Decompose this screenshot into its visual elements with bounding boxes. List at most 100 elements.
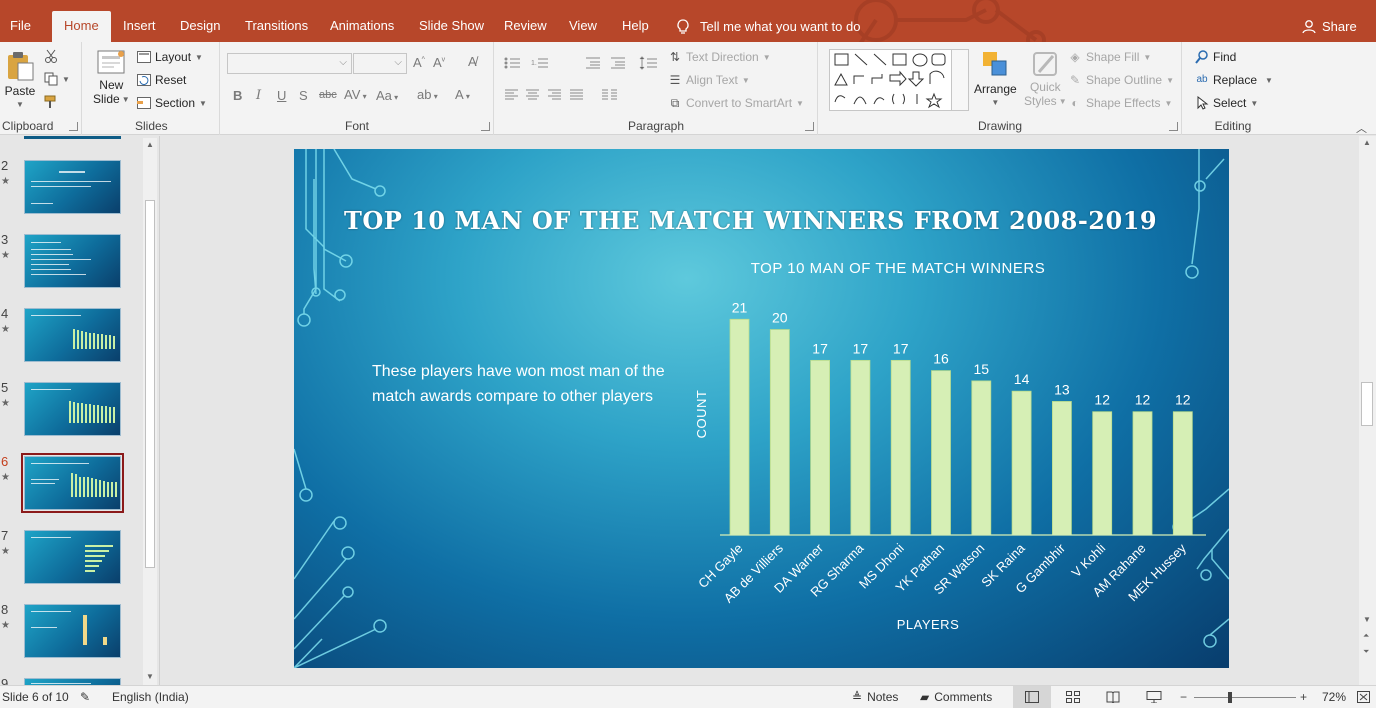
quick-styles-dropdown-icon: ▼ — [1058, 96, 1067, 106]
strikethrough-icon[interactable]: abc — [319, 89, 337, 101]
scroll-up-icon[interactable]: ▲ — [1363, 138, 1371, 147]
tab-transitions[interactable]: Transitions — [245, 18, 309, 33]
font-color-icon[interactable]: A ▾ — [455, 87, 470, 102]
tab-home[interactable]: Home — [52, 11, 111, 42]
shadow-icon[interactable]: S — [299, 88, 308, 103]
tab-animations[interactable]: Animations — [330, 18, 395, 33]
reading-view-icon[interactable] — [1106, 691, 1120, 703]
thumbnail-scrollbar-thumb[interactable] — [145, 200, 155, 568]
paragraph-dialog-launcher[interactable] — [805, 122, 814, 131]
clipboard-dialog-launcher[interactable] — [69, 122, 78, 131]
cut-icon[interactable] — [44, 49, 58, 63]
text-direction-button[interactable]: ⇅ Text Direction ▼ — [668, 50, 771, 64]
shape-effects-button[interactable]: ◐ Shape Effects ▼ — [1068, 96, 1172, 110]
slide-thumbnail-partial[interactable] — [24, 136, 121, 139]
tab-review[interactable]: Review — [504, 18, 547, 33]
select-button[interactable]: Select ▼ — [1195, 96, 1258, 110]
chart-category-label: V Kohli — [1069, 540, 1109, 580]
shape-outline-button[interactable]: ✎ Shape Outline ▼ — [1068, 73, 1174, 87]
thumbnail-scrollbar[interactable]: ▲ ▼ — [143, 138, 157, 685]
fit-to-window-icon[interactable] — [1357, 691, 1370, 703]
slide-thumbnail-5[interactable] — [24, 382, 121, 436]
slide-thumbnail-3[interactable] — [24, 234, 121, 288]
slide-thumbnail-9[interactable] — [24, 678, 121, 685]
drawing-dialog-launcher[interactable] — [1169, 122, 1178, 131]
arrange-button[interactable]: Arrange ▼ — [974, 48, 1017, 107]
next-slide-icon[interactable]: ⏷ — [1363, 647, 1370, 656]
slide-thumbnail-4[interactable] — [24, 308, 121, 362]
decrease-font-icon[interactable]: Av — [433, 55, 446, 70]
tab-design[interactable]: Design — [180, 18, 221, 33]
editor-scrollbar-thumb[interactable] — [1361, 382, 1373, 426]
replace-button[interactable]: ab Replace ▼ — [1195, 73, 1273, 87]
zoom-slider-thumb[interactable] — [1228, 692, 1232, 703]
slide-show-icon[interactable] — [1146, 691, 1162, 703]
slide-thumbnail-2[interactable] — [24, 160, 121, 214]
language-indicator[interactable]: English (India) — [112, 690, 189, 704]
tell-me-search[interactable]: Tell me what you want to do — [676, 11, 860, 42]
slide-sorter-icon[interactable] — [1066, 691, 1080, 703]
tab-file[interactable]: File — [10, 18, 31, 33]
slide-title[interactable]: Top 10 Man of the Match Winners from 200… — [344, 206, 1158, 235]
tab-slide-show[interactable]: Slide Show — [419, 18, 485, 33]
collapse-ribbon-icon[interactable]: ︿ — [1356, 123, 1367, 135]
bold-icon[interactable]: B — [233, 88, 243, 103]
find-button[interactable]: Find — [1195, 50, 1236, 64]
line-spacing-icon[interactable] — [639, 56, 659, 70]
spelling-check-icon[interactable]: ✎ — [80, 690, 91, 704]
zoom-in-icon[interactable]: + — [1300, 690, 1308, 704]
scroll-down-icon[interactable]: ▼ — [146, 672, 154, 681]
shapes-gallery[interactable] — [829, 49, 959, 111]
shape-fill-button[interactable]: ◈ Shape Fill ▼ — [1068, 50, 1151, 64]
format-painter-icon[interactable] — [44, 95, 60, 109]
align-icon[interactable] — [504, 88, 586, 102]
reset-button[interactable]: Reset — [137, 73, 186, 87]
font-dialog-launcher[interactable] — [481, 122, 490, 131]
notes-button[interactable]: ≜ Notes — [852, 690, 898, 704]
align-text-button[interactable]: ☰ Align Text ▼ — [668, 73, 750, 87]
paste-button[interactable]: Paste ▼ — [4, 50, 36, 109]
layout-button[interactable]: Layout ▼ — [137, 50, 203, 64]
chart-bar — [1092, 411, 1113, 536]
slides-group-label: Slides — [135, 119, 168, 133]
zoom-out-icon[interactable]: − — [1180, 690, 1188, 704]
shapes-gallery-scroll[interactable] — [951, 49, 969, 111]
scroll-up-icon[interactable]: ▲ — [146, 140, 154, 149]
share-button[interactable]: Share — [1302, 11, 1357, 42]
underline-icon[interactable]: U — [277, 88, 287, 103]
clear-formatting-icon[interactable]: A̸ — [468, 54, 477, 69]
convert-smartart-button[interactable]: ⧉ Convert to SmartArt ▼ — [668, 96, 804, 110]
slide-body-text[interactable]: These players have won most man of the m… — [372, 363, 665, 405]
zoom-level[interactable]: 72% — [1322, 690, 1347, 704]
indent-icon[interactable] — [581, 56, 641, 70]
columns-icon[interactable] — [601, 88, 625, 102]
font-size-combo[interactable]: ⌵ — [353, 53, 407, 74]
section-button[interactable]: Section ▼ — [137, 96, 207, 110]
tab-help[interactable]: Help — [622, 18, 649, 33]
slide-canvas[interactable]: Top 10 Man of the Match Winners from 200… — [294, 149, 1229, 668]
increase-font-icon[interactable]: A^ — [413, 55, 425, 70]
tab-view[interactable]: View — [569, 18, 597, 33]
scroll-down-icon[interactable]: ▼ — [1363, 615, 1371, 624]
bar-chart[interactable]: TOP 10 MAN OF THE MATCH WINNERS COUNT PL… — [294, 149, 1229, 668]
italic-icon[interactable]: I — [256, 88, 262, 103]
character-spacing-icon[interactable]: AV ▾ — [344, 87, 367, 102]
bullets-icon[interactable]: 1. — [504, 56, 564, 70]
chart-data-label: 15 — [974, 361, 990, 377]
editor-scrollbar[interactable]: ▲ ▼ ⏶ ⏷ — [1359, 136, 1376, 685]
tab-insert[interactable]: Insert — [123, 18, 156, 33]
new-slide-button[interactable]: New Slide ▼ — [93, 48, 130, 106]
comments-button[interactable]: ▰ Comments — [920, 690, 992, 704]
quick-styles-button[interactable]: Quick Styles ▼ — [1024, 48, 1067, 108]
previous-slide-icon[interactable]: ⏶ — [1363, 631, 1370, 640]
slide-thumbnail-8[interactable] — [24, 604, 121, 658]
slide-thumbnail-7[interactable] — [24, 530, 121, 584]
highlight-icon[interactable]: ab ▾ — [417, 87, 438, 102]
quick-styles-icon — [1033, 52, 1058, 76]
font-name-combo[interactable]: ⌵ — [227, 53, 352, 74]
slide-thumbnail-6[interactable] — [21, 453, 124, 513]
change-case-icon[interactable]: Aa ▾ — [376, 88, 399, 103]
zoom-slider[interactable] — [1194, 692, 1296, 703]
normal-view-button[interactable] — [1013, 686, 1051, 708]
copy-button[interactable]: ▼ — [44, 72, 70, 86]
